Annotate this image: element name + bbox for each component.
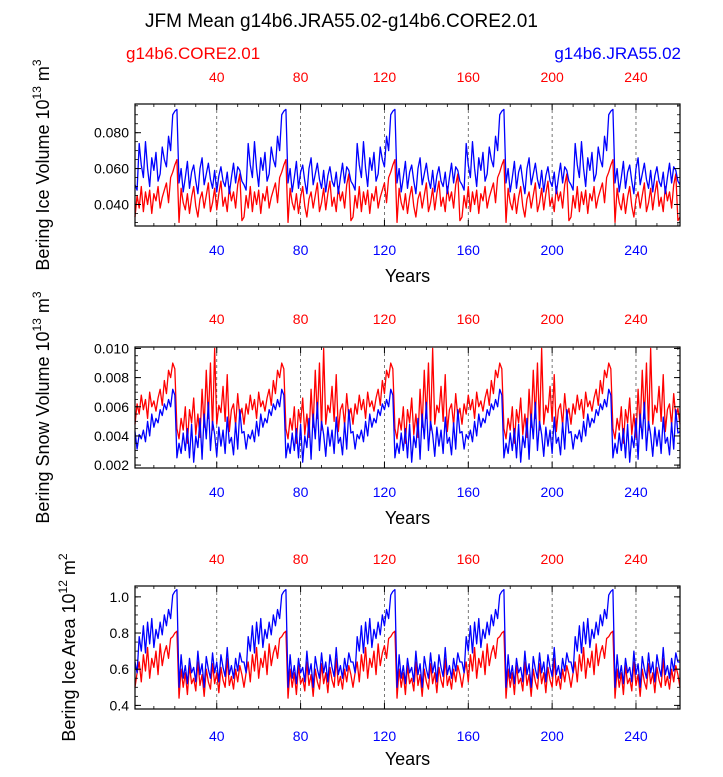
x-tick-label-bottom: 240 xyxy=(624,728,648,744)
y-axis-title-exponent: 2 xyxy=(56,553,70,560)
y-tick-label: 0.002 xyxy=(94,457,129,473)
legend-jra-label: g14b6.JRA55.02 xyxy=(554,44,681,63)
x-tick-label-bottom: 80 xyxy=(293,728,309,744)
y-axis-title-part: m xyxy=(59,560,79,580)
x-tick-label-top: 160 xyxy=(457,311,481,327)
x-tick-label-top: 120 xyxy=(373,69,397,85)
series-line-core xyxy=(134,158,681,224)
y-tick-label: 1.0 xyxy=(110,589,130,605)
x-tick-label-top: 240 xyxy=(624,551,648,567)
y-tick-label: 0.006 xyxy=(94,399,129,415)
legend-core-label: g14b6.CORE2.01 xyxy=(126,44,260,63)
y-axis-title: Bering Ice Volume 1013 m3 xyxy=(30,59,53,270)
x-tick-label-top: 200 xyxy=(540,69,564,85)
y-axis-title-exponent: 12 xyxy=(56,580,70,594)
x-tick-label-top: 200 xyxy=(540,551,564,567)
x-axis-title: Years xyxy=(385,508,430,528)
series-line-jra xyxy=(134,388,681,463)
y-axis-title-exponent: 13 xyxy=(30,86,44,100)
x-tick-label-bottom: 40 xyxy=(209,242,225,258)
y-tick-label: 0.010 xyxy=(94,340,129,356)
plot-frame xyxy=(134,346,681,469)
series-line-jra xyxy=(134,588,680,688)
x-tick-label-bottom: 80 xyxy=(293,484,309,500)
x-tick-label-bottom: 120 xyxy=(373,242,397,258)
x-tick-label-bottom: 240 xyxy=(624,484,648,500)
x-tick-label-top: 200 xyxy=(540,311,564,327)
x-tick-label-bottom: 240 xyxy=(624,242,648,258)
y-tick-label: 0.080 xyxy=(94,125,129,141)
x-tick-label-bottom: 40 xyxy=(209,484,225,500)
x-axis-title: Years xyxy=(385,266,430,286)
series-line-core xyxy=(134,347,681,444)
x-tick-label-bottom: 160 xyxy=(457,728,481,744)
x-tick-label-bottom: 160 xyxy=(457,484,481,500)
y-axis-title-exponent: 3 xyxy=(30,59,44,66)
x-tick-label-bottom: 40 xyxy=(209,728,225,744)
series-line-jra xyxy=(134,108,681,195)
chart-panel-ice-area: 0.4 0.6 0.8 1.0 40 40 80 80 120 120 160 160 200 200 24… xyxy=(56,551,681,769)
y-axis-title: Bering Snow Volume 1013 m3 xyxy=(30,291,53,523)
y-axis-title-part: Bering Snow Volume 10 xyxy=(33,331,53,523)
x-tick-label-top: 80 xyxy=(293,551,309,567)
x-tick-label-top: 80 xyxy=(293,69,309,85)
y-axis-title-part: Bering Ice Area 10 xyxy=(59,593,79,741)
plot-frame xyxy=(134,585,681,710)
x-tick-label-bottom: 80 xyxy=(293,242,309,258)
y-tick-label: 0.004 xyxy=(94,428,129,444)
y-axis-title-part: m xyxy=(33,66,53,86)
x-tick-label-bottom: 160 xyxy=(457,242,481,258)
y-tick-label: 0.040 xyxy=(94,196,129,212)
x-tick-label-top: 120 xyxy=(373,551,397,567)
x-tick-label-top: 120 xyxy=(373,311,397,327)
x-axis-title: Years xyxy=(385,749,430,769)
y-axis-title-part: Bering Ice Volume 10 xyxy=(33,99,53,270)
y-tick-label: 0.008 xyxy=(94,370,129,386)
x-tick-label-top: 40 xyxy=(209,69,225,85)
y-tick-label: 0.8 xyxy=(110,625,130,641)
x-tick-label-top: 40 xyxy=(209,551,225,567)
x-tick-label-top: 40 xyxy=(209,311,225,327)
figure-title: JFM Mean g14b6.JRA55.02-g14b6.CORE2.01 xyxy=(145,11,538,32)
y-axis-title-exponent: 3 xyxy=(30,291,44,298)
x-tick-label-top: 160 xyxy=(457,551,481,567)
x-tick-label-bottom: 200 xyxy=(540,242,564,258)
chart-panel-snow-volume: 0.002 0.004 0.006 0.008 0.010 40 40 80 80 120 120 1… xyxy=(30,291,681,528)
x-tick-label-bottom: 200 xyxy=(540,728,564,744)
chart-panel-ice-volume: 0.040 0.060 0.080 40 40 80 80 120 120 160 160 200 20… xyxy=(30,59,681,286)
x-tick-label-bottom: 200 xyxy=(540,484,564,500)
x-tick-label-bottom: 120 xyxy=(373,484,397,500)
plot-frame xyxy=(134,103,681,227)
y-tick-label: 0.4 xyxy=(110,697,130,713)
x-tick-label-bottom: 120 xyxy=(373,728,397,744)
y-tick-label: 0.6 xyxy=(110,661,130,677)
y-axis-title-part: m xyxy=(33,298,53,318)
y-axis-title-exponent: 13 xyxy=(30,318,44,332)
x-tick-label-top: 160 xyxy=(457,69,481,85)
x-tick-label-top: 80 xyxy=(293,311,309,327)
x-tick-label-top: 240 xyxy=(624,69,648,85)
x-tick-label-top: 240 xyxy=(624,311,648,327)
y-axis-title: Bering Ice Area 1012 m2 xyxy=(56,553,79,741)
y-tick-label: 0.060 xyxy=(94,161,129,177)
